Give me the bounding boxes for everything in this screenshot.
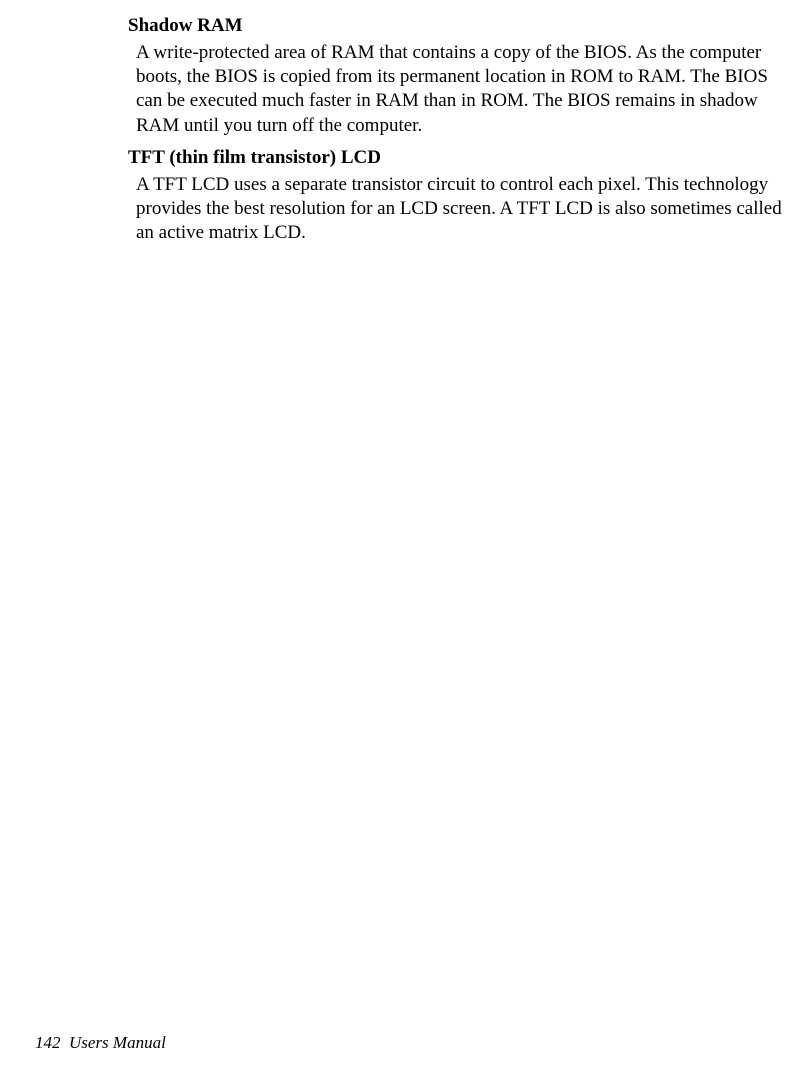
- page-footer: 142 Users Manual: [35, 1033, 166, 1053]
- glossary-entry: TFT (thin film transistor) LCD A TFT LCD…: [128, 146, 790, 246]
- glossary-term: TFT (thin film transistor) LCD: [128, 146, 790, 171]
- footer-title: Users Manual: [69, 1033, 166, 1052]
- page-number: 142: [35, 1033, 61, 1052]
- content-area: Shadow RAM A write-protected area of RAM…: [128, 14, 790, 254]
- glossary-definition: A TFT LCD uses a separate transistor cir…: [136, 173, 790, 246]
- glossary-entry: Shadow RAM A write-protected area of RAM…: [128, 14, 790, 138]
- glossary-term: Shadow RAM: [128, 14, 790, 39]
- glossary-definition: A write-protected area of RAM that conta…: [136, 41, 790, 138]
